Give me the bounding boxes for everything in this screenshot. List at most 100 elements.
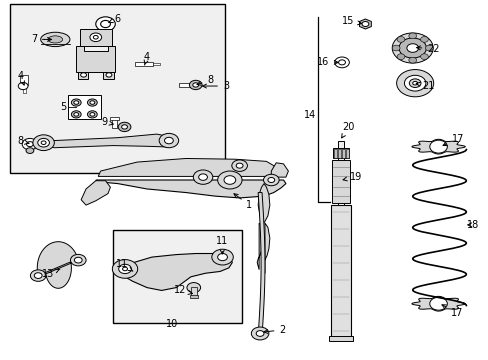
Circle shape xyxy=(118,122,131,132)
Circle shape xyxy=(361,22,368,27)
Circle shape xyxy=(30,270,46,281)
Bar xyxy=(113,230,242,323)
Circle shape xyxy=(408,33,416,39)
Circle shape xyxy=(420,37,427,42)
Bar xyxy=(337,140,343,205)
Circle shape xyxy=(198,174,207,180)
Text: 7: 7 xyxy=(31,35,51,44)
Circle shape xyxy=(391,45,399,51)
Bar xyxy=(331,160,349,203)
Text: 8: 8 xyxy=(197,75,213,85)
Circle shape xyxy=(217,253,227,261)
Text: 11: 11 xyxy=(115,259,133,271)
Circle shape xyxy=(211,249,233,265)
Polygon shape xyxy=(271,163,288,177)
Circle shape xyxy=(186,283,200,293)
Text: 9: 9 xyxy=(101,117,113,127)
Text: 12: 12 xyxy=(174,285,192,296)
Circle shape xyxy=(22,138,38,150)
Circle shape xyxy=(425,45,432,51)
Ellipse shape xyxy=(48,36,62,43)
Circle shape xyxy=(90,101,95,104)
Text: 8: 8 xyxy=(17,136,29,146)
Circle shape xyxy=(106,73,112,77)
Bar xyxy=(135,62,153,66)
Text: 11: 11 xyxy=(216,236,228,254)
Circle shape xyxy=(90,113,95,116)
Circle shape xyxy=(224,176,235,184)
Circle shape xyxy=(41,141,46,144)
Bar xyxy=(341,149,344,158)
Bar xyxy=(178,83,192,87)
Circle shape xyxy=(429,297,447,310)
Circle shape xyxy=(263,174,279,186)
Polygon shape xyxy=(37,242,78,288)
Circle shape xyxy=(251,327,268,340)
Circle shape xyxy=(429,140,447,153)
Circle shape xyxy=(217,171,242,189)
Circle shape xyxy=(74,101,79,104)
Polygon shape xyxy=(76,45,115,72)
Polygon shape xyxy=(411,296,465,311)
Circle shape xyxy=(81,73,86,77)
Text: 13: 13 xyxy=(42,269,60,279)
Polygon shape xyxy=(411,139,465,154)
Text: 14: 14 xyxy=(304,111,316,121)
Bar xyxy=(110,117,119,120)
Polygon shape xyxy=(262,223,269,273)
Circle shape xyxy=(70,255,86,266)
Circle shape xyxy=(412,81,417,85)
Polygon shape xyxy=(96,180,285,198)
Polygon shape xyxy=(257,223,263,270)
Circle shape xyxy=(93,36,98,39)
Circle shape xyxy=(231,160,247,171)
Circle shape xyxy=(90,33,102,41)
Text: 4: 4 xyxy=(143,52,150,65)
Text: 22: 22 xyxy=(416,44,439,54)
Circle shape xyxy=(122,125,127,129)
Polygon shape xyxy=(359,19,370,29)
Polygon shape xyxy=(258,184,269,223)
Bar xyxy=(78,72,88,79)
Ellipse shape xyxy=(41,32,70,46)
Circle shape xyxy=(119,264,131,274)
Circle shape xyxy=(34,273,42,279)
Circle shape xyxy=(164,137,173,144)
Text: 21: 21 xyxy=(415,81,434,91)
Bar xyxy=(330,205,350,338)
Text: 15: 15 xyxy=(341,17,361,27)
Text: 18: 18 xyxy=(466,220,478,230)
Circle shape xyxy=(74,257,82,263)
Circle shape xyxy=(87,99,97,106)
Text: 4: 4 xyxy=(17,71,24,85)
Bar xyxy=(337,149,340,158)
Circle shape xyxy=(71,99,81,106)
Bar xyxy=(328,336,352,341)
Bar xyxy=(10,4,224,173)
Polygon shape xyxy=(98,158,277,176)
Circle shape xyxy=(391,33,432,63)
Bar xyxy=(345,149,348,158)
Circle shape xyxy=(396,54,404,59)
Text: 19: 19 xyxy=(343,172,361,182)
Bar xyxy=(103,72,114,79)
Circle shape xyxy=(189,80,202,90)
Text: 17: 17 xyxy=(442,134,463,146)
Bar xyxy=(23,84,26,93)
Text: 5: 5 xyxy=(60,102,66,112)
Circle shape xyxy=(18,82,28,90)
Circle shape xyxy=(193,170,212,184)
Polygon shape xyxy=(258,193,264,336)
Circle shape xyxy=(338,60,345,65)
Circle shape xyxy=(334,57,348,68)
Bar xyxy=(333,149,336,158)
Polygon shape xyxy=(80,30,112,45)
Bar xyxy=(68,95,101,119)
Bar xyxy=(190,287,196,297)
Circle shape xyxy=(38,138,49,147)
Bar xyxy=(153,63,160,65)
Circle shape xyxy=(87,111,97,118)
Circle shape xyxy=(159,134,178,148)
Circle shape xyxy=(71,111,81,118)
Text: 2: 2 xyxy=(264,325,285,335)
